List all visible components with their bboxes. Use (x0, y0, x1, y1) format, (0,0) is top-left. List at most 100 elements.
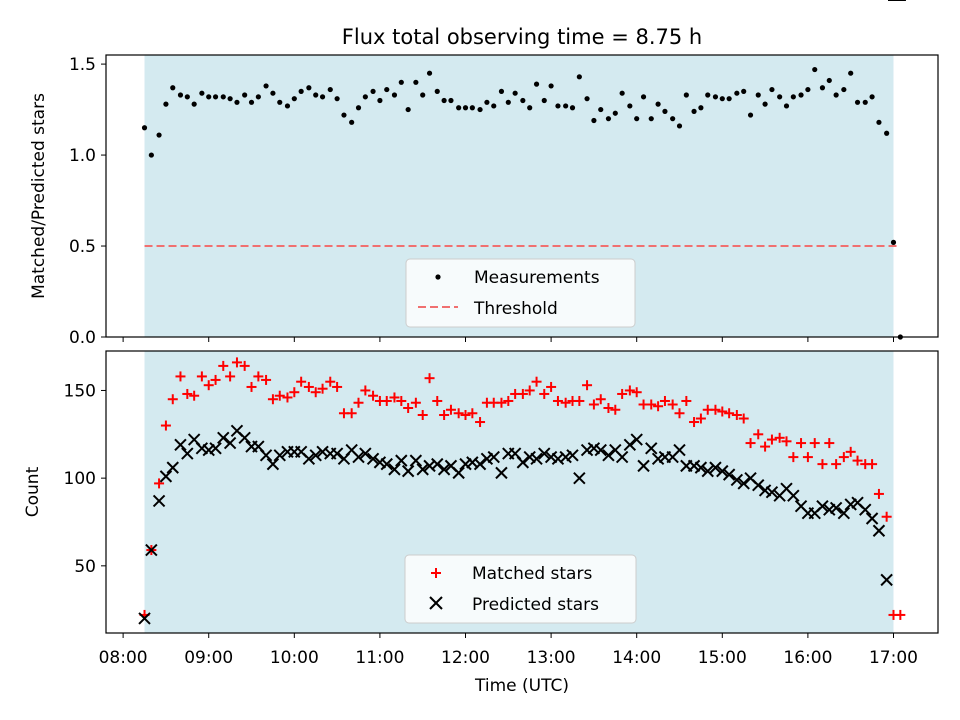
measurement-point (291, 96, 297, 102)
predicted-star-point (829, 501, 843, 515)
matched-star-point (503, 395, 514, 406)
measurement-point (747, 112, 754, 118)
matched-star-point (710, 404, 721, 415)
predicted-star-point (395, 454, 408, 467)
matched-star-point (788, 452, 799, 463)
predicted-star-point (716, 464, 729, 478)
measurement-point (349, 119, 355, 125)
matched-star-point (253, 371, 264, 382)
matched-star-point (282, 392, 293, 403)
measurement-point (648, 116, 654, 122)
x-tick-label: 13:00 (527, 648, 576, 668)
matched-star-point (203, 380, 214, 391)
matched-star-point (225, 371, 236, 382)
measurement-point (812, 66, 818, 73)
measurement-point (156, 132, 162, 138)
matched-star-point (574, 395, 585, 406)
bottom-x-ticks: 08:00 09:00 10:00 11:00 12:00 13:00 14:00 15:00… (99, 633, 918, 668)
measurement-point (270, 90, 276, 96)
matched-star-point (667, 399, 678, 410)
measurement-point (398, 79, 404, 85)
matched-star-point (738, 413, 749, 424)
matched-star-point (724, 408, 735, 419)
measurement-point (448, 97, 454, 104)
matched-star-point (817, 459, 828, 470)
matched-star-point (781, 436, 792, 447)
measurement-point (890, 239, 897, 245)
predicted-star-point (872, 524, 886, 537)
predicted-star-point (209, 442, 222, 455)
matched-star-point (653, 401, 664, 412)
matched-star-point (831, 459, 842, 470)
matched-star-point (659, 395, 670, 406)
predicted-star-point (330, 447, 344, 460)
matched-star-point (674, 408, 685, 419)
predicted-star-point (152, 494, 166, 508)
legend-measurements-label: Measurements (474, 268, 600, 288)
measurement-point (177, 92, 184, 98)
predicted-star-point (530, 452, 543, 466)
predicted-star-point (437, 463, 451, 476)
bottom-y-ticks: 50 100 150 (64, 381, 106, 577)
matched-star-point (524, 385, 535, 396)
measurement-point (762, 101, 768, 107)
matched-star-point (381, 395, 392, 406)
predicted-star-point (401, 464, 415, 478)
top-y-ticks: 0.0 0.5 1.0 1.5 (69, 55, 106, 348)
top-frame (105, 54, 939, 338)
matched-star-point (196, 371, 207, 382)
measurement-point (563, 103, 569, 109)
measurement-point (220, 94, 226, 100)
measurement-point (884, 130, 890, 136)
bottom-panel: 50 100 150 08:00 09:00 10:00 11:00 12:00 13:00 1… (23, 0, 939, 696)
matched-star-point (274, 390, 285, 401)
measurement-point (163, 101, 169, 107)
matched-star-point (154, 478, 165, 489)
measurement-point (405, 106, 411, 113)
predicted-star-point (837, 507, 851, 520)
predicted-star-point (602, 449, 615, 462)
measurement-point (227, 96, 233, 102)
measurement-point (726, 96, 732, 102)
measurement-point (655, 101, 661, 107)
measurement-point (184, 94, 190, 100)
matched-star-point (852, 455, 863, 466)
matched-star-point (617, 388, 628, 399)
matched-star-point (610, 404, 621, 415)
x-tick-label: 11:00 (355, 648, 404, 668)
x-tick-label: 15:00 (698, 648, 747, 668)
matched-star-point (261, 374, 272, 385)
top-legend-box (405, 258, 636, 328)
measurement-point (284, 103, 291, 109)
matched-star-point (424, 373, 435, 384)
predicted-star-point (694, 461, 708, 474)
measurement-point (255, 94, 261, 100)
matched-star-point (681, 395, 692, 406)
measurement-point (520, 97, 526, 104)
measurement-point (384, 86, 390, 93)
bottom-y-tick-label: 50 (74, 557, 96, 577)
measurement-point (498, 88, 505, 94)
predicted-star-point (409, 454, 423, 467)
matched-star-point (766, 434, 777, 445)
matched-star-point (595, 394, 606, 405)
measurement-point (141, 125, 148, 131)
measurement-point (420, 92, 426, 98)
matched-star-point (317, 383, 328, 394)
legend-predicted-marker (429, 596, 443, 610)
bottom-y-tick-label: 150 (64, 381, 96, 401)
matched-star-point (460, 410, 471, 421)
measurement-point (298, 88, 304, 94)
matched-star-point (346, 408, 357, 419)
matched-star-point (845, 446, 856, 457)
x-tick-label: 10:00 (270, 648, 319, 668)
measurement-point (434, 88, 440, 94)
measurement-point (805, 86, 811, 93)
matched-star-point (603, 402, 614, 413)
measurement-point (769, 86, 775, 93)
predicted-star-point (380, 457, 393, 471)
matched-star-point (731, 410, 742, 421)
matched-star-point (182, 388, 193, 399)
measurement-point (826, 77, 832, 84)
predicted-star-point (637, 459, 650, 473)
